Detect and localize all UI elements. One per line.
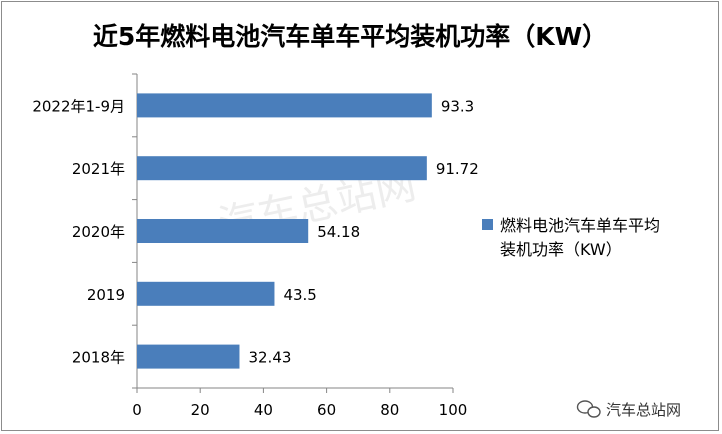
- data-label: 54.18: [317, 223, 360, 241]
- bar: [137, 281, 275, 306]
- data-label: 91.72: [436, 160, 479, 178]
- x-tick-label: 60: [317, 401, 336, 419]
- x-tick-label: 100: [439, 401, 468, 419]
- category-label: 2018年: [72, 349, 125, 367]
- watermark-corner: 汽车总站网: [576, 400, 681, 419]
- chart-title: 近5年燃料电池汽车单车平均装机功率（KW）: [93, 22, 607, 51]
- bar: [137, 156, 427, 181]
- x-tick-label: 80: [380, 401, 399, 419]
- x-tick-label: 20: [191, 401, 210, 419]
- category-label: 2022年1-9月: [32, 97, 125, 115]
- legend-label-line-2: 装机功率（KW）: [500, 240, 622, 259]
- category-label: 2019: [87, 286, 125, 304]
- legend: 燃料电池汽车单车平均 装机功率（KW）: [482, 216, 660, 259]
- data-label: 32.43: [248, 349, 291, 367]
- bar: [137, 219, 309, 243]
- data-label: 43.5: [283, 286, 316, 304]
- bar: [137, 344, 240, 369]
- x-tick-label: 40: [254, 401, 273, 419]
- x-tick-label: 0: [132, 401, 142, 419]
- wechat-icon: [576, 400, 601, 418]
- category-label: 2020年: [72, 223, 125, 241]
- plot-area: 0 20 40 60 80 100 2022年1-9月 93.3 2021年 91.72 2020年…: [32, 73, 479, 419]
- bar: [137, 93, 432, 118]
- data-label: 93.3: [441, 97, 474, 115]
- legend-label-line-1: 燃料电池汽车单车平均: [500, 216, 660, 235]
- legend-swatch: [482, 219, 493, 230]
- watermark-corner-text: 汽车总站网: [606, 401, 681, 419]
- category-label: 2021年: [72, 160, 125, 178]
